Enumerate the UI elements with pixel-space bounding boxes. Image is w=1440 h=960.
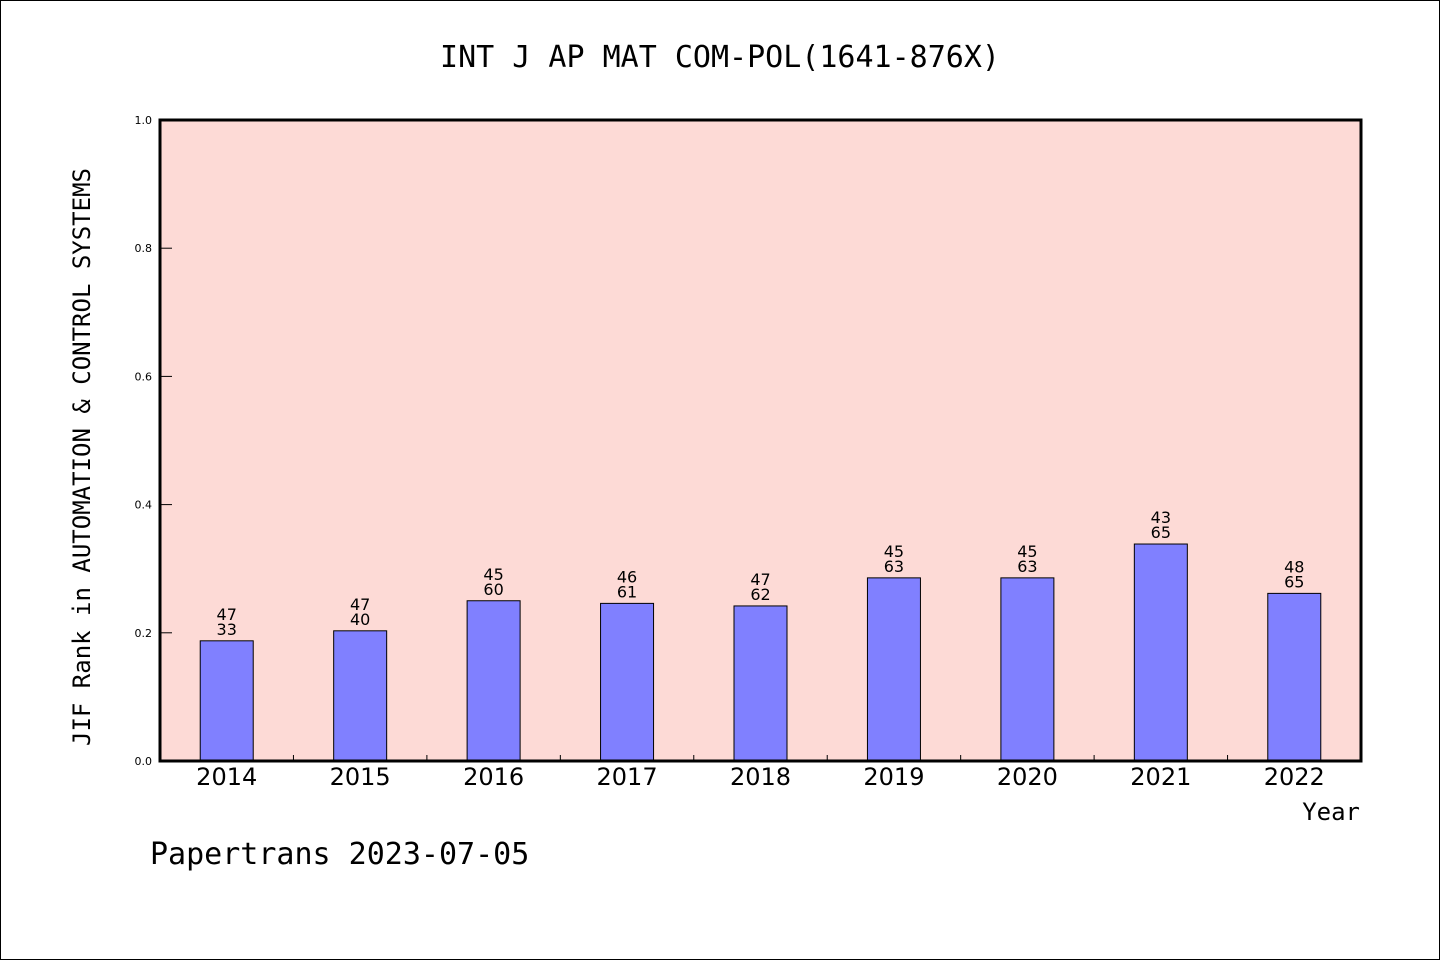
bar-label-bottom-2022: 65: [1284, 572, 1304, 591]
bar-2016: [466, 600, 521, 762]
x-tick-label-2018: 2018: [730, 763, 791, 791]
y-tick-label-0.8: 0.8: [135, 242, 153, 255]
bar-label-top-2016: 45: [483, 565, 503, 584]
y-tick-label-0.2: 0.2: [135, 627, 153, 640]
x-tick-label-2014: 2014: [196, 763, 257, 791]
bar-label-bottom-2019: 63: [884, 557, 904, 576]
x-tick-label-2020: 2020: [997, 763, 1058, 791]
bar-2021: [1133, 543, 1188, 762]
bar-label-top-2015: 47: [350, 595, 370, 614]
x-tick-label-2017: 2017: [597, 763, 658, 791]
bar-label-bottom-2014: 33: [217, 620, 237, 639]
x-tick-label-2019: 2019: [863, 763, 924, 791]
bar-2014: [199, 640, 254, 762]
chart-title: INT J AP MAT COM-POL(1641-876X): [440, 40, 1000, 75]
footer-credit: Papertrans 2023-07-05: [150, 837, 529, 872]
bar-label-top-2020: 45: [1017, 542, 1037, 561]
bar-label-top-2019: 45: [884, 542, 904, 561]
y-tick-label-0.6: 0.6: [135, 370, 153, 383]
y-tick-label-0.4: 0.4: [135, 499, 153, 512]
x-tick-label-2021: 2021: [1130, 763, 1191, 791]
bar-label-top-2021: 43: [1151, 508, 1171, 527]
y-axis-label: JIF Rank in AUTOMATION & CONTROL SYSTEMS: [68, 168, 96, 746]
bar-label-bottom-2018: 62: [750, 585, 770, 604]
plot-border: [158, 118, 1363, 763]
bar-2022: [1267, 592, 1322, 762]
x-tick-label-2015: 2015: [330, 763, 391, 791]
bar-label-top-2018: 47: [750, 570, 770, 589]
bar-2018: [733, 605, 788, 762]
bar-2019: [866, 577, 921, 762]
x-tick-label-2016: 2016: [463, 763, 524, 791]
bar-2020: [1000, 577, 1055, 762]
bar-label-bottom-2017: 61: [617, 582, 637, 601]
x-tick-label-2022: 2022: [1264, 763, 1325, 791]
bar-label-bottom-2015: 40: [350, 610, 370, 629]
y-tick-label-0.0: 0.0: [135, 755, 153, 768]
bar-label-bottom-2016: 60: [483, 580, 503, 599]
bar-label-top-2022: 48: [1284, 557, 1304, 576]
bar-2017: [600, 602, 655, 762]
bar-label-bottom-2020: 63: [1017, 557, 1037, 576]
x-axis-label: Year: [1302, 798, 1360, 826]
bar-label-top-2014: 47: [217, 605, 237, 624]
bar-2015: [333, 630, 388, 762]
y-tick-label-1.0: 1.0: [135, 114, 153, 127]
bar-label-top-2017: 46: [617, 567, 637, 586]
bar-label-bottom-2021: 65: [1151, 523, 1171, 542]
